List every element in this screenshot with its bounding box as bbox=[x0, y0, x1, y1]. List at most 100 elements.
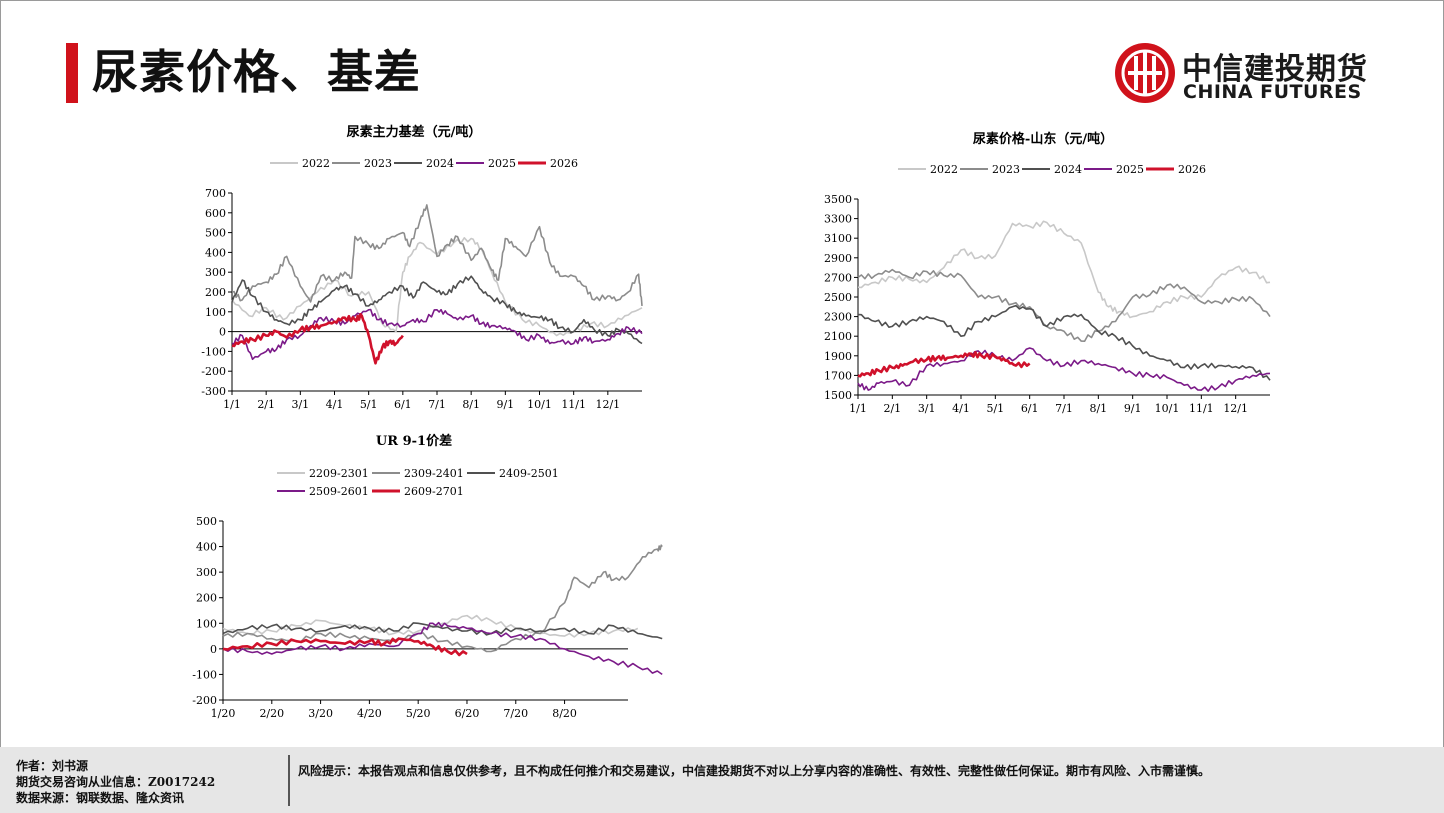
x-tick-label: 5/20 bbox=[406, 707, 431, 720]
x-tick-label: 6/1 bbox=[1021, 402, 1039, 415]
y-tick-label: 400 bbox=[196, 541, 217, 554]
x-tick-label: 5/1 bbox=[360, 398, 378, 411]
y-tick-label: 400 bbox=[205, 246, 226, 259]
legend-label: 2026 bbox=[1178, 163, 1206, 176]
x-tick-label: 9/1 bbox=[496, 398, 514, 411]
page-title: 尿素价格、基差 bbox=[92, 45, 421, 99]
footer-license: 期货交易咨询从业信息：Z0017242 bbox=[16, 775, 216, 789]
x-tick-label: 4/1 bbox=[952, 402, 970, 415]
x-tick-label: 7/1 bbox=[428, 398, 446, 411]
footer-source: 数据来源：钢联数据、隆众资讯 bbox=[16, 791, 185, 805]
y-tick-label: -100 bbox=[192, 668, 217, 681]
series-line-2022 bbox=[857, 220, 1271, 319]
y-tick-label: -200 bbox=[192, 694, 217, 707]
chart-title: 尿素主力基差（元/吨） bbox=[347, 124, 482, 140]
y-tick-label: 100 bbox=[196, 617, 217, 630]
legend-label: 2022 bbox=[930, 163, 958, 176]
y-tick-label: 600 bbox=[205, 207, 226, 220]
x-tick-label: 11/1 bbox=[561, 398, 586, 411]
footer-divider bbox=[288, 755, 290, 806]
y-tick-label: -100 bbox=[201, 345, 226, 358]
footer-author: 作者：刘书源 bbox=[16, 759, 89, 773]
chart-title: 尿素价格-山东（元/吨） bbox=[973, 131, 1113, 147]
legend-label: 2609-2701 bbox=[404, 485, 464, 498]
y-tick-label: 200 bbox=[205, 286, 226, 299]
y-tick-label: 200 bbox=[196, 592, 217, 605]
y-tick-label: 0 bbox=[219, 326, 226, 339]
series-line-2609-2701 bbox=[222, 637, 468, 657]
x-tick-label: 1/1 bbox=[223, 398, 241, 411]
legend-label: 2025 bbox=[488, 157, 516, 170]
x-tick-label: 7/1 bbox=[1055, 402, 1073, 415]
y-tick-label: 1700 bbox=[824, 369, 852, 382]
x-tick-label: 12/1 bbox=[1223, 402, 1248, 415]
y-tick-label: 0 bbox=[210, 643, 217, 656]
chart-title: UR 9-1价差 bbox=[376, 433, 452, 449]
series-line-2409-2501 bbox=[222, 622, 663, 640]
x-tick-label: 8/20 bbox=[552, 707, 577, 720]
y-tick-label: 2500 bbox=[824, 291, 852, 304]
series-line-2509-2601 bbox=[222, 621, 663, 676]
legend-label: 2024 bbox=[1054, 163, 1082, 176]
y-tick-label: 2300 bbox=[824, 311, 852, 324]
x-tick-label: 6/20 bbox=[455, 707, 480, 720]
legend-label: 2024 bbox=[426, 157, 454, 170]
x-tick-label: 4/1 bbox=[326, 398, 344, 411]
y-tick-label: 2900 bbox=[824, 252, 852, 265]
logo-english-name: CHINA FUTURES bbox=[1183, 81, 1362, 103]
y-tick-label: 1900 bbox=[824, 350, 852, 363]
shandong-price-chart: 尿素价格-山东（元/吨） 2022 2023 2024 2025 2026 1500 1700… bbox=[824, 131, 1271, 415]
china-futures-logo-icon bbox=[1115, 43, 1175, 103]
legend-label: 2409-2501 bbox=[499, 467, 559, 480]
series-line-2023 bbox=[231, 204, 643, 306]
x-tick-label: 2/20 bbox=[259, 707, 284, 720]
footer-risk-notice: 风险提示：本报告观点和信息仅供参考，且不构成任何推介和交易建议，中信建投期货不对… bbox=[298, 764, 1211, 778]
y-tick-label: 2100 bbox=[824, 330, 852, 343]
series-line-2209-2301 bbox=[222, 614, 639, 638]
y-tick-label: 2700 bbox=[824, 271, 852, 284]
x-tick-label: 12/1 bbox=[595, 398, 620, 411]
y-tick-label: 3500 bbox=[824, 193, 852, 206]
y-tick-label: 3100 bbox=[824, 232, 852, 245]
series-line-2025 bbox=[231, 308, 643, 361]
series-line-2026 bbox=[231, 312, 404, 365]
x-tick-label: 6/1 bbox=[394, 398, 412, 411]
y-tick-label: 500 bbox=[205, 227, 226, 240]
series-line-2024 bbox=[857, 304, 1271, 381]
x-tick-label: 7/20 bbox=[503, 707, 528, 720]
x-tick-label: 1/1 bbox=[849, 402, 867, 415]
series-line-2309-2401 bbox=[222, 544, 663, 653]
y-tick-label: 700 bbox=[205, 187, 226, 200]
y-tick-label: 500 bbox=[196, 515, 217, 528]
footer bbox=[0, 747, 1444, 813]
y-tick-label: 100 bbox=[205, 306, 226, 319]
title-accent-bar bbox=[66, 43, 78, 103]
legend-label: 2025 bbox=[1116, 163, 1144, 176]
basis-chart: 尿素主力基差（元/吨） 2022 2023 2024 2025 2026 -300 -200 -… bbox=[201, 124, 643, 411]
x-tick-label: 3/1 bbox=[918, 402, 936, 415]
x-tick-label: 2/1 bbox=[883, 402, 901, 415]
legend-label: 2209-2301 bbox=[309, 467, 369, 480]
y-tick-label: 1500 bbox=[824, 389, 852, 402]
x-tick-label: 3/1 bbox=[291, 398, 309, 411]
x-tick-label: 8/1 bbox=[462, 398, 480, 411]
x-tick-label: 11/1 bbox=[1189, 402, 1214, 415]
y-tick-label: 300 bbox=[196, 566, 217, 579]
ur-spread-chart: UR 9-1价差 2209-2301 2309-2401 2409-2501 2509-… bbox=[192, 433, 663, 720]
x-tick-label: 10/1 bbox=[527, 398, 552, 411]
footer-info: 作者：刘书源 期货交易咨询从业信息：Z0017242 数据来源：钢联数据、隆众资… bbox=[16, 758, 215, 806]
x-tick-label: 10/1 bbox=[1155, 402, 1180, 415]
series-line-2023 bbox=[857, 268, 1271, 342]
legend-label: 2023 bbox=[992, 163, 1020, 176]
legend-label: 2022 bbox=[302, 157, 330, 170]
legend-label: 2023 bbox=[364, 157, 392, 170]
x-tick-label: 2/1 bbox=[257, 398, 275, 411]
y-tick-label: -200 bbox=[201, 365, 226, 378]
x-tick-label: 8/1 bbox=[1089, 402, 1107, 415]
series-line-2025 bbox=[857, 347, 1271, 392]
legend-label: 2309-2401 bbox=[404, 467, 464, 480]
legend-label: 2026 bbox=[550, 157, 578, 170]
x-tick-label: 5/1 bbox=[986, 402, 1004, 415]
x-tick-label: 9/1 bbox=[1124, 402, 1142, 415]
charts-canvas: 尿素主力基差（元/吨） 2022 2023 2024 2025 2026 -300 -200 -… bbox=[192, 124, 1271, 720]
